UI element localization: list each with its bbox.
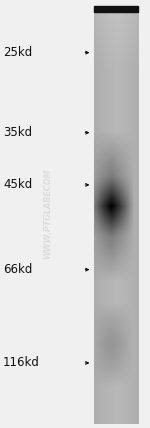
Text: 35kd: 35kd — [3, 126, 32, 139]
Text: WWW.PTGLABECOM: WWW.PTGLABECOM — [44, 169, 52, 259]
Text: 116kd: 116kd — [3, 357, 40, 369]
Bar — [94, 6, 138, 12]
Text: 66kd: 66kd — [3, 263, 32, 276]
Text: 25kd: 25kd — [3, 46, 32, 59]
Text: 45kd: 45kd — [3, 178, 32, 191]
